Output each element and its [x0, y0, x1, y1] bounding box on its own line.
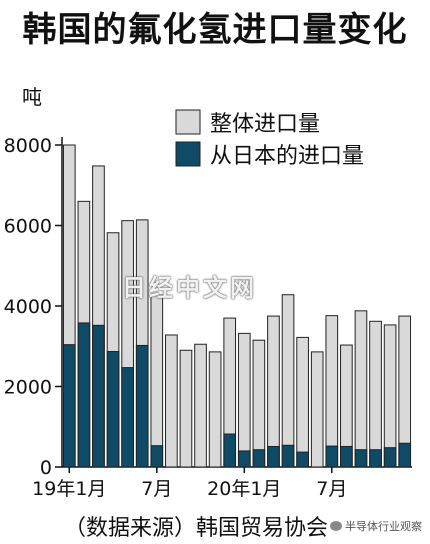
bar-japan [62, 344, 76, 468]
wechat-icon [330, 521, 342, 531]
bar-total [165, 334, 178, 468]
bar-total [354, 310, 368, 468]
bar-total [369, 320, 382, 468]
x-tick-label: 19年1月 [32, 478, 106, 500]
source-note: （数据来源）韩国贸易协会 [64, 516, 329, 541]
watermark: 日经中文网 [122, 274, 257, 302]
bar-japan [369, 449, 382, 468]
corner-mark-text: 半导体行业观察 [345, 520, 422, 533]
y-tick-label: 6000 [4, 216, 52, 238]
chart-title: 韩国的氟化氢进口量变化 [22, 10, 408, 50]
bar-japan [77, 322, 91, 468]
y-tick-label: 0 [40, 457, 52, 479]
y-tick-label: 8000 [4, 135, 52, 157]
bar-total [281, 294, 295, 468]
bar-total [310, 351, 324, 468]
bar-japan [92, 324, 105, 468]
bar-japan [383, 447, 397, 468]
corner-mark: 半导体行业观察 [330, 518, 422, 534]
legend-label: 从日本的进口量 [210, 144, 364, 169]
x-tick-label: 7月 [141, 478, 172, 500]
bar-japan [354, 449, 368, 468]
legend-swatch [175, 109, 201, 135]
bar-total [252, 339, 266, 468]
bar-japan [223, 433, 237, 468]
bar-japan [135, 344, 149, 468]
bar-japan [237, 450, 251, 468]
bar-total [150, 294, 164, 468]
y-axis-label: 吨 [22, 85, 42, 109]
bar-japan [325, 445, 339, 468]
bar-japan [296, 451, 309, 468]
bar-japan [281, 444, 295, 468]
bar-total [208, 351, 222, 468]
x-tick-label: 20年1月 [207, 478, 281, 500]
legend-swatch [175, 141, 201, 167]
x-tick-label: 7月 [316, 478, 347, 500]
bar-japan [106, 350, 120, 468]
bar-total [267, 315, 280, 468]
bar-total [325, 315, 339, 468]
y-tick-label: 2000 [4, 377, 52, 399]
y-tick-label: 4000 [4, 296, 52, 318]
bar-japan [267, 445, 280, 468]
bar-japan [340, 445, 353, 468]
bar-total [237, 332, 251, 468]
bar-total [179, 349, 193, 468]
bar-japan [150, 445, 164, 468]
bar-total [194, 343, 207, 468]
bar-japan [121, 367, 134, 468]
bar-total [383, 324, 397, 468]
legend-label: 整体进口量 [210, 112, 320, 137]
bar-japan [252, 449, 266, 468]
bar-japan [398, 442, 412, 468]
bar-total [296, 336, 309, 468]
